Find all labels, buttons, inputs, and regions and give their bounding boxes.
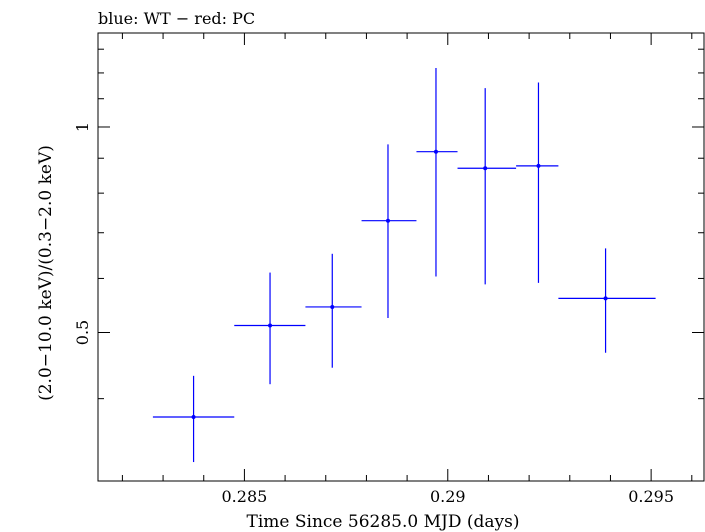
plot-frame bbox=[97, 32, 705, 482]
data-point bbox=[305, 253, 362, 368]
axis-tick-labels: 0.285 0.29 0.295 0.5 1 bbox=[73, 122, 674, 506]
chart-title: blue: WT − red: PC bbox=[98, 9, 255, 28]
y-tick-label: 1 bbox=[73, 122, 92, 132]
point-marker bbox=[483, 166, 488, 171]
data-point bbox=[558, 248, 656, 353]
x-tick-label: 0.285 bbox=[222, 487, 268, 506]
data-point bbox=[152, 375, 235, 463]
x-axis-label: Time Since 56285.0 MJD (days) bbox=[247, 512, 520, 532]
x-tick-label: 0.29 bbox=[430, 487, 466, 506]
data-points bbox=[152, 68, 656, 463]
point-marker bbox=[268, 323, 273, 328]
point-marker bbox=[191, 415, 196, 420]
point-marker bbox=[536, 163, 541, 168]
data-point bbox=[516, 82, 559, 283]
point-marker bbox=[603, 296, 608, 301]
x-tick-label: 0.295 bbox=[628, 487, 674, 506]
axis-ticks bbox=[98, 33, 704, 481]
y-axis-label: (2.0−10.0 keV)/(0.3−2.0 keV) bbox=[36, 145, 56, 401]
point-marker bbox=[330, 304, 335, 309]
point-marker bbox=[433, 149, 438, 154]
data-point bbox=[457, 88, 517, 285]
data-point bbox=[234, 272, 306, 385]
point-marker bbox=[385, 218, 390, 223]
data-point bbox=[416, 68, 458, 277]
data-point bbox=[361, 144, 417, 319]
y-tick-label: 0.5 bbox=[73, 320, 92, 345]
